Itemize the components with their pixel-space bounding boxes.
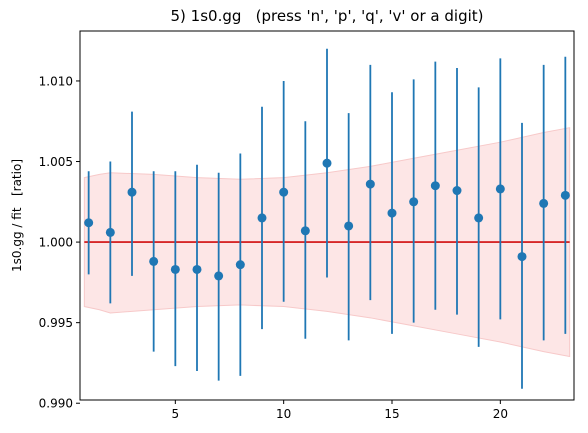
data-point: [257, 213, 267, 223]
data-point: [365, 179, 375, 189]
data-point: [452, 186, 462, 196]
y-tick-label: 1.000: [39, 236, 73, 250]
data-point: [300, 226, 310, 236]
data-point: [170, 264, 180, 274]
data-point: [105, 227, 115, 237]
data-point: [192, 264, 202, 274]
y-tick-label: 1.010: [39, 74, 73, 88]
y-tick-label: 0.990: [39, 397, 73, 411]
y-axis-label: 1s0.gg / fit [ratio]: [10, 159, 24, 272]
chart-title: 5) 1s0.gg (press 'n', 'p', 'q', 'v' or a…: [171, 7, 484, 25]
data-point: [322, 158, 332, 168]
y-axis-ticks: 0.990 0.995 1.000 1.005 1.010: [39, 74, 80, 411]
data-point: [474, 213, 484, 223]
data-point: [279, 187, 289, 197]
data-point: [409, 197, 419, 207]
plot-area: [83, 48, 571, 389]
data-point: [149, 256, 159, 266]
x-tick-label: 5: [172, 407, 180, 421]
data-point: [539, 198, 549, 208]
data-point: [430, 181, 440, 191]
data-point: [495, 184, 505, 194]
plot-frame: [79, 30, 575, 401]
x-tick-label: 10: [276, 407, 291, 421]
data-point: [560, 190, 570, 200]
x-axis-ticks: 5 10 15 20: [172, 400, 508, 421]
x-tick-label: 15: [384, 407, 399, 421]
data-point: [235, 260, 245, 270]
data-point: [214, 271, 224, 281]
y-tick-label: 0.995: [39, 316, 73, 330]
data-point: [517, 252, 527, 262]
x-tick-label: 20: [493, 407, 508, 421]
data-point: [387, 208, 397, 218]
y-tick-label: 1.005: [39, 155, 73, 169]
data-point: [127, 187, 137, 197]
data-point: [84, 218, 94, 228]
data-point: [344, 221, 354, 231]
data-points: [84, 158, 570, 281]
